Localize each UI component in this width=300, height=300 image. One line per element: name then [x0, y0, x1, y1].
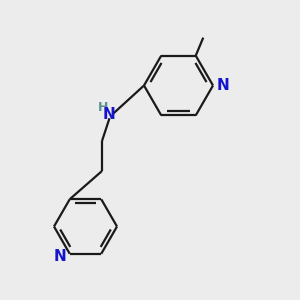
Text: H: H — [98, 100, 108, 114]
Text: N: N — [217, 78, 230, 93]
Text: N: N — [53, 249, 66, 264]
Text: N: N — [103, 107, 116, 122]
